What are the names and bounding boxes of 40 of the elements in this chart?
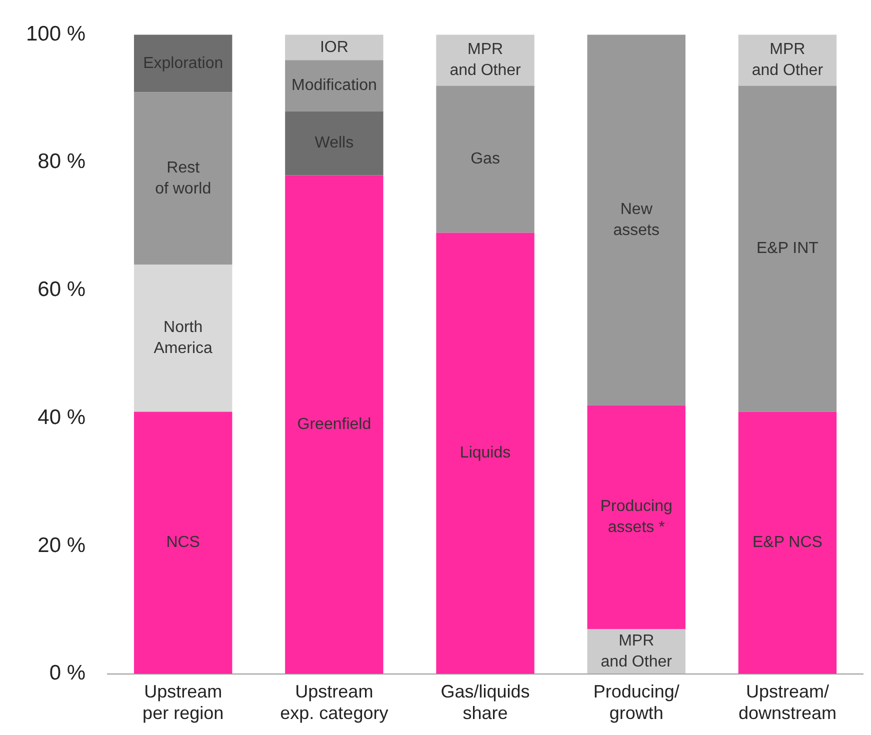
data-label: New assets bbox=[613, 200, 660, 239]
data-label: E&P NCS bbox=[752, 534, 822, 552]
data-label: NCS bbox=[166, 534, 200, 552]
data-label: MPR and Other bbox=[450, 41, 522, 80]
data-label: MPR and Other bbox=[752, 41, 824, 80]
bar bbox=[436, 86, 534, 233]
data-label: Gas bbox=[470, 150, 500, 168]
bar bbox=[134, 264, 232, 412]
bar bbox=[285, 34, 384, 60]
data-label: Exploration bbox=[143, 54, 224, 72]
x-tick-label: Upstream/ downstream bbox=[738, 682, 836, 724]
x-tick-label: Producing/ growth bbox=[593, 682, 680, 724]
bar bbox=[738, 412, 837, 674]
data-label: Modification bbox=[291, 77, 377, 94]
data-label: IOR bbox=[320, 38, 348, 56]
data-label: North America bbox=[154, 319, 213, 358]
y-tick-label: 80 % bbox=[38, 150, 86, 174]
bar bbox=[134, 92, 232, 265]
x-tick-label: Gas/liquids share bbox=[440, 682, 530, 724]
bar bbox=[587, 34, 686, 406]
x-tick-label: Upstream exp. category bbox=[280, 682, 388, 724]
bar bbox=[134, 412, 232, 674]
data-label: Wells bbox=[314, 134, 354, 152]
y-tick-label: 60 % bbox=[38, 278, 86, 302]
bar bbox=[285, 60, 384, 112]
x-tick-label: Upstream per region bbox=[142, 682, 224, 724]
y-tick-label: 40 % bbox=[38, 406, 86, 429]
y-tick-label: 0 % bbox=[49, 662, 86, 685]
data-label: Greenfield bbox=[297, 416, 372, 433]
bar bbox=[436, 232, 534, 674]
bar bbox=[134, 34, 232, 92]
data-label: Rest of world bbox=[155, 159, 212, 198]
data-label: E&P INT bbox=[756, 240, 819, 258]
bar bbox=[738, 86, 837, 412]
data-label: Producing assets * bbox=[600, 498, 672, 536]
y-tick-label: 20 % bbox=[38, 534, 86, 557]
y-tick-label: 100 % bbox=[26, 22, 86, 46]
data-label: MPR and Other bbox=[600, 632, 673, 670]
data-label: Liquids bbox=[460, 444, 511, 462]
bar bbox=[285, 175, 384, 674]
